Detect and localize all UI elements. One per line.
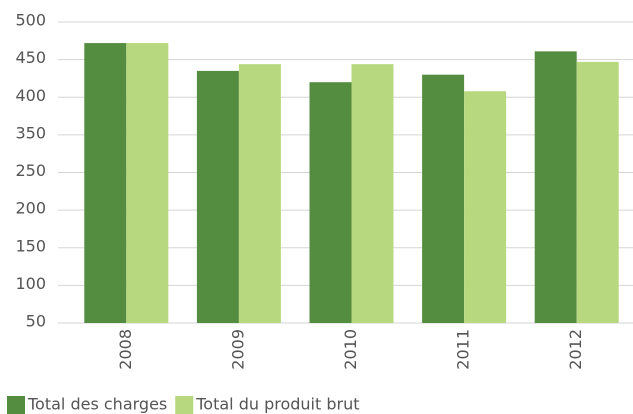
- y-tick-label: 50: [26, 312, 46, 331]
- bar: [309, 82, 352, 323]
- y-tick-label: 200: [15, 199, 46, 218]
- y-tick-label: 150: [15, 236, 46, 255]
- bar: [196, 70, 239, 323]
- bar: [126, 43, 169, 323]
- x-tick-label: 2010: [341, 329, 360, 370]
- bar: [464, 91, 507, 323]
- x-tick-label: 2008: [116, 329, 135, 370]
- bar: [84, 43, 127, 323]
- bar: [576, 61, 619, 323]
- legend-label: Total du produit brut: [195, 395, 359, 414]
- y-tick-label: 400: [15, 86, 46, 105]
- legend-swatch: [175, 396, 194, 414]
- y-tick-label: 100: [15, 274, 46, 293]
- legend-label: Total des charges: [27, 395, 167, 414]
- x-tick-label: 2011: [454, 329, 473, 370]
- bar: [238, 64, 281, 323]
- bar: [534, 51, 577, 323]
- y-tick-label: 250: [15, 161, 46, 180]
- y-tick-label: 450: [15, 48, 46, 67]
- legend-swatch: [7, 396, 25, 414]
- x-tick-label: 2009: [228, 329, 247, 370]
- bar: [351, 64, 394, 323]
- x-tick-label: 2012: [566, 329, 585, 370]
- y-tick-label: 500: [15, 11, 46, 30]
- y-tick-label: 350: [15, 123, 46, 142]
- bar: [422, 74, 465, 323]
